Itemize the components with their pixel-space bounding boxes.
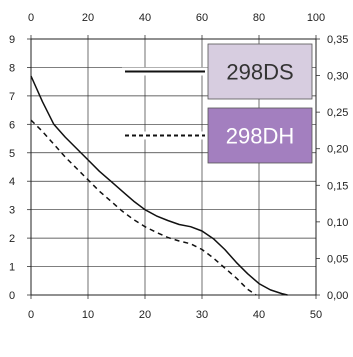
- series-line-298DH: [30, 119, 257, 296]
- y-left-tick-label: 2: [9, 233, 15, 245]
- x-bottom-tick-label: 40: [253, 309, 265, 321]
- y-left-tick-label: 5: [9, 148, 15, 160]
- x-bottom-tick-label: 30: [196, 309, 208, 321]
- legend-label: 298DH: [226, 124, 294, 149]
- x-top-tick-label: 80: [253, 12, 265, 24]
- y-left-tick-label: 8: [9, 62, 15, 74]
- y-right-tick-label: 0,00: [327, 290, 348, 302]
- x-top-tick-label: 0: [28, 12, 34, 24]
- y-left-tick-label: 4: [9, 176, 15, 188]
- legend-line-background: [122, 131, 208, 140]
- y-right-tick-label: 0,35: [327, 34, 348, 46]
- y-left-tick-label: 7: [9, 91, 15, 103]
- y-left-tick-label: 9: [9, 34, 15, 46]
- y-left-tick-label: 3: [9, 205, 15, 217]
- y-right-tick-label: 0,10: [327, 217, 348, 229]
- x-top-tick-label: 40: [139, 12, 151, 24]
- x-top-tick-label: 20: [82, 12, 94, 24]
- plot-frame: [30, 38, 317, 296]
- x-bottom-tick-label: 10: [82, 309, 94, 321]
- series-line-298DS: [30, 75, 288, 296]
- x-top-tick-label: 100: [307, 12, 325, 24]
- y-right-tick-label: 0,30: [327, 71, 348, 83]
- x-bottom-tick-label: 50: [310, 309, 322, 321]
- y-right-tick-label: 0,20: [327, 144, 348, 156]
- y-right-tick-label: 0,25: [327, 107, 348, 119]
- legend-label: 298DS: [226, 60, 293, 85]
- x-top-tick-label: 60: [196, 12, 208, 24]
- y-right-tick-label: 0,05: [327, 253, 348, 265]
- x-bottom-tick-label: 20: [139, 309, 151, 321]
- y-left-tick-label: 1: [9, 262, 15, 274]
- legend-swatch: [207, 43, 313, 100]
- legend-swatch: [207, 107, 313, 164]
- y-left-tick-label: 6: [9, 119, 15, 131]
- y-right-tick-label: 0,15: [327, 180, 348, 192]
- y-left-tick-label: 0: [9, 290, 15, 302]
- x-bottom-tick-label: 0: [28, 309, 34, 321]
